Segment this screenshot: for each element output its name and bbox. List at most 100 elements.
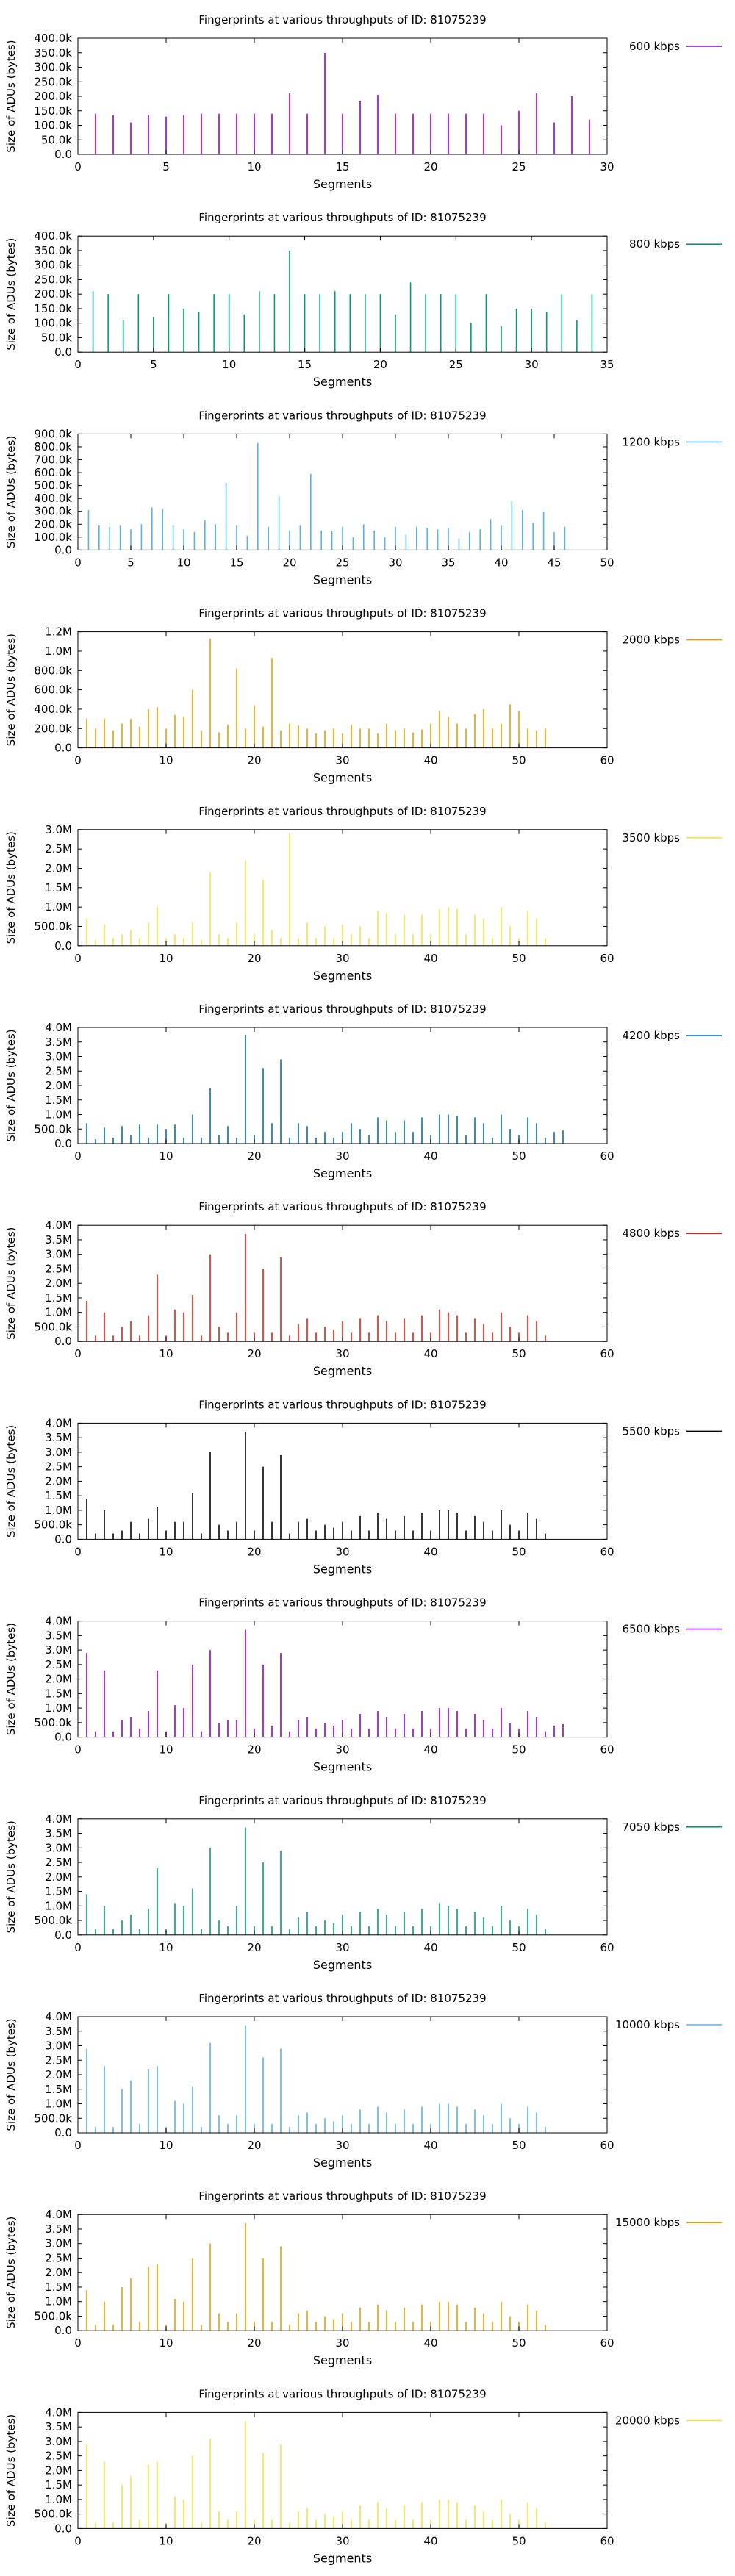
x-tick-label: 40 xyxy=(423,754,437,767)
x-tick-label: 20 xyxy=(247,2139,261,2152)
x-tick-label: 30 xyxy=(335,1347,349,1360)
x-tick-label: 10 xyxy=(159,2336,173,2350)
x-tick-label: 0 xyxy=(74,1545,82,1558)
y-tick-label: 200.0k xyxy=(34,90,72,103)
legend: 1200 kbps xyxy=(623,435,722,448)
x-tick-label: 5 xyxy=(127,556,135,569)
x-tick-label: 25 xyxy=(512,160,526,173)
y-tick-label: 1.5M xyxy=(45,1094,72,1107)
y-tick-label: 600.0k xyxy=(34,466,72,479)
y-tick-label: 50.0k xyxy=(41,331,72,344)
x-tick-label: 60 xyxy=(600,754,614,767)
y-tick-label: 150.0k xyxy=(34,302,72,315)
y-tick-label: 0.0 xyxy=(54,543,72,556)
y-tick-label: 250.0k xyxy=(34,273,72,286)
x-tick-label: 30 xyxy=(335,952,349,965)
bar-group xyxy=(86,2025,546,2133)
x-tick-label: 50 xyxy=(600,556,614,569)
x-tick-label: 20 xyxy=(282,556,296,569)
y-tick-label: 0.0 xyxy=(54,2324,72,2337)
chart-panel-13: Fingerprints at various throughputs of I… xyxy=(4,2387,722,2565)
legend: 2000 kbps xyxy=(623,634,722,647)
y-tick-label: 500.0k xyxy=(34,1914,72,1927)
x-axis-label: Segments xyxy=(313,2156,372,2170)
plot-area-frame xyxy=(77,1422,608,1540)
y-tick-label: 0.0 xyxy=(54,345,72,359)
y-tick-label: 0.0 xyxy=(54,148,72,161)
y-tick-label: 2.5M xyxy=(45,2450,72,2463)
x-tick-label: 0 xyxy=(74,2139,82,2152)
legend: 7050 kbps xyxy=(623,1820,722,1834)
y-axis-label: Size of ADUs (bytes) xyxy=(4,1623,18,1735)
x-tick-label: 10 xyxy=(247,160,261,173)
x-tick-label: 40 xyxy=(423,1347,437,1360)
plot-area-frame xyxy=(77,1224,608,1342)
y-tick-label: 350.0k xyxy=(34,46,72,60)
chart-panel-11: Fingerprints at various throughputs of I… xyxy=(4,1992,722,2170)
y-axis-label: Size of ADUs (bytes) xyxy=(4,2414,18,2527)
y-tick-label: 1.0M xyxy=(45,2493,72,2506)
bar-group xyxy=(87,442,566,550)
x-axis-label: Segments xyxy=(313,969,372,983)
x-tick-label: 30 xyxy=(335,1743,349,1757)
chart-title: Fingerprints at various throughputs of I… xyxy=(198,409,486,422)
x-tick-label: 30 xyxy=(335,1545,349,1558)
legend-label: 20000 kbps xyxy=(615,2414,680,2427)
y-tick-label: 2.0M xyxy=(45,1870,72,1884)
y-tick-label: 2.0M xyxy=(45,2068,72,2081)
plot-area-frame xyxy=(77,1818,608,1936)
y-tick-label: 350.0k xyxy=(34,244,72,257)
x-tick-label: 50 xyxy=(512,1941,526,1954)
x-tick-label: 10 xyxy=(159,1743,173,1757)
x-axis-label: Segments xyxy=(313,177,372,191)
y-axis-label: Size of ADUs (bytes) xyxy=(4,1425,18,1538)
y-tick-label: 3.0M xyxy=(45,823,72,836)
chart-panel-7: Fingerprints at various throughputs of I… xyxy=(4,1200,722,1378)
legend: 3500 kbps xyxy=(623,831,722,844)
x-tick-label: 50 xyxy=(512,2336,526,2350)
y-tick-label: 500.0k xyxy=(34,2508,72,2521)
y-tick-label: 1.0M xyxy=(45,1108,72,1122)
x-tick-label: 30 xyxy=(525,358,539,371)
x-axis-label: Segments xyxy=(313,771,372,785)
bar-group xyxy=(86,638,546,748)
y-tick-label: 1.5M xyxy=(45,2478,72,2491)
y-tick-label: 0.0 xyxy=(54,1137,72,1150)
y-tick-label: 4.0M xyxy=(45,2208,72,2221)
bar-group xyxy=(86,1034,564,1144)
y-tick-label: 3.5M xyxy=(45,2420,72,2433)
y-tick-label: 2.5M xyxy=(45,2053,72,2067)
x-tick-label: 60 xyxy=(600,1941,614,1954)
legend-label: 15000 kbps xyxy=(615,2216,680,2229)
legend-label: 6500 kbps xyxy=(623,1623,681,1636)
y-tick-label: 3.0M xyxy=(45,1643,72,1657)
bar-group xyxy=(92,250,593,353)
bar-group xyxy=(86,1827,546,1935)
y-tick-label: 700.0k xyxy=(34,453,72,467)
x-tick-label: 40 xyxy=(423,1545,437,1558)
y-tick-label: 250.0k xyxy=(34,75,72,88)
x-tick-label: 10 xyxy=(222,358,236,371)
bar-group xyxy=(86,1629,564,1737)
y-tick-label: 1.0M xyxy=(45,1701,72,1715)
x-tick-label: 0 xyxy=(74,1743,82,1757)
x-axis-label: Segments xyxy=(313,1364,372,1378)
x-tick-label: 0 xyxy=(74,952,82,965)
x-tick-label: 0 xyxy=(74,2336,82,2350)
y-tick-label: 500.0k xyxy=(34,1518,72,1532)
y-tick-label: 1.5M xyxy=(45,1291,72,1305)
chart-panel-6: Fingerprints at various throughputs of I… xyxy=(4,1002,722,1180)
y-tick-label: 1.0M xyxy=(45,2098,72,2111)
y-tick-label: 4.0M xyxy=(45,1416,72,1429)
chart-panel-5: Fingerprints at various throughputs of I… xyxy=(4,805,722,983)
legend-label: 10000 kbps xyxy=(615,2018,680,2031)
chart-title: Fingerprints at various throughputs of I… xyxy=(198,2387,486,2400)
legend-label: 4200 kbps xyxy=(623,1029,681,1042)
y-axis-label: Size of ADUs (bytes) xyxy=(4,1227,18,1340)
y-tick-label: 3.5M xyxy=(45,1233,72,1246)
y-tick-label: 200.0k xyxy=(34,287,72,301)
x-tick-label: 30 xyxy=(335,2139,349,2152)
chart-panel-12: Fingerprints at various throughputs of I… xyxy=(4,2189,722,2367)
x-tick-label: 30 xyxy=(388,556,402,569)
